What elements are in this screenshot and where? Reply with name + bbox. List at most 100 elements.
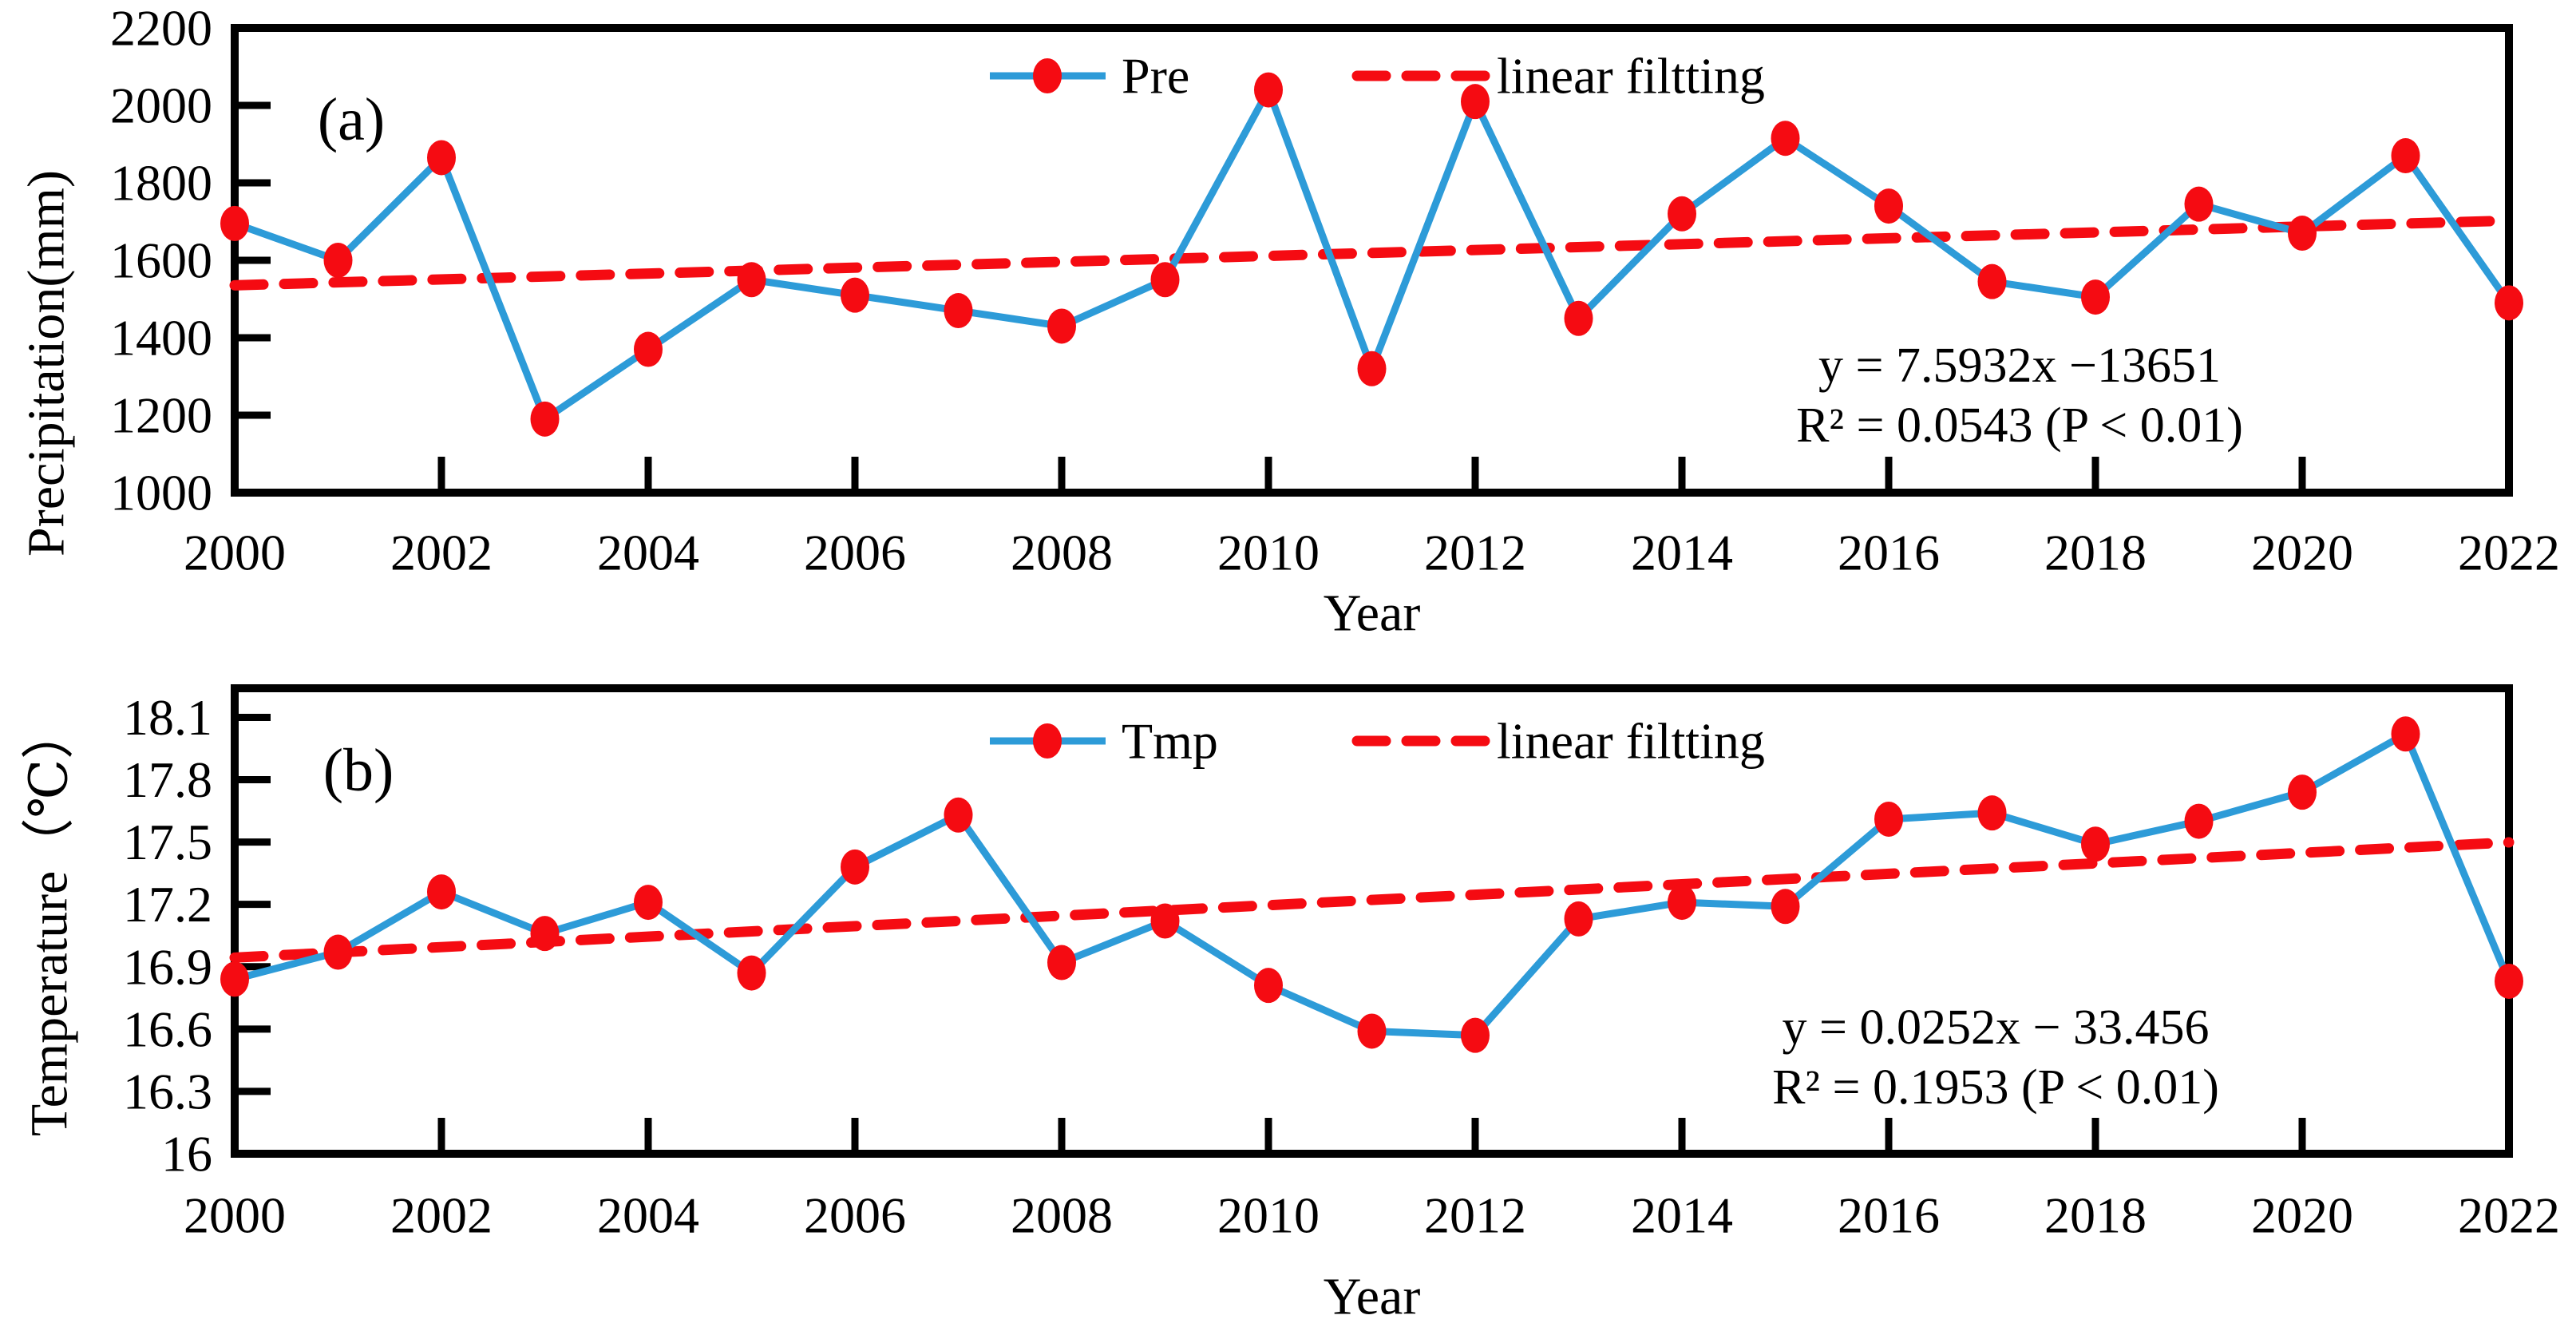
legend-series-marker <box>1033 723 1062 759</box>
data-point-marker <box>944 293 973 329</box>
legend: Pre linear filtting <box>990 48 1765 105</box>
x-tick-label: 2018 <box>2044 525 2147 581</box>
data-point-marker <box>1564 300 1593 336</box>
x-tick-label: 2010 <box>1217 525 1320 581</box>
data-point-marker <box>2081 826 2110 862</box>
x-tick-label: 2006 <box>804 525 906 581</box>
data-point-marker <box>427 874 456 910</box>
y-tick-label: 1800 <box>110 155 212 212</box>
data-point-marker <box>2184 803 2214 839</box>
data-point-marker <box>1254 968 1283 1004</box>
y-tick-label: 2200 <box>110 0 212 57</box>
y-tick-label: 2000 <box>110 77 212 134</box>
regression-equation: y = 7.5932x −13651 <box>1818 339 2221 393</box>
regression-r-squared: R² = 0.0543 (P < 0.01) <box>1796 398 2243 453</box>
x-tick-label: 2018 <box>2044 1187 2147 1244</box>
data-point-marker <box>1771 121 1800 156</box>
data-point-marker <box>1047 945 1076 980</box>
data-point-marker <box>1461 1017 1490 1053</box>
data-point-marker <box>1668 196 1696 232</box>
trend-line <box>229 837 2515 963</box>
data-point-marker <box>1874 188 1903 224</box>
x-tick-label: 2020 <box>2251 525 2353 581</box>
temperature-panel: 16 16.3 16.616.917.2 17.5 17.818.1 2000 2002 20… <box>21 684 2560 1326</box>
legend-series-label: Pre <box>1122 48 1189 105</box>
x-tick-label: 2002 <box>390 1187 493 1244</box>
data-point-marker <box>1564 901 1593 937</box>
data-point-marker <box>1150 903 1180 939</box>
data-point-marker <box>427 140 456 176</box>
data-point-marker <box>323 243 353 278</box>
data-point-marker <box>841 277 869 313</box>
data-point-marker <box>944 797 973 833</box>
data-point-marker <box>1874 801 1903 837</box>
data-point-marker <box>1357 1013 1387 1049</box>
precipitation-panel: 1000 1200 1400 1600 1800 2000 2200 2000 2002 2004… <box>18 0 2561 643</box>
legend-trend-label: linear filtting <box>1497 713 1765 770</box>
x-tick-label: 2002 <box>390 525 493 581</box>
regression-r-squared: R² = 0.1953 (P < 0.01) <box>1772 1060 2219 1115</box>
data-point-marker <box>737 262 766 298</box>
data-point-marker <box>2495 963 2523 999</box>
x-tick-label: 2012 <box>1424 1187 1526 1244</box>
legend: Tmp linear filtting <box>990 713 1765 770</box>
y-tick-label: 17.5 <box>123 814 212 870</box>
data-point-marker <box>737 955 766 991</box>
data-point-marker <box>1977 263 2007 299</box>
data-point-marker <box>2081 279 2110 315</box>
data-point-marker <box>1357 351 1387 386</box>
data-point-marker <box>530 916 560 952</box>
data-point-marker <box>2495 285 2523 321</box>
panel-label: (a) <box>318 86 385 153</box>
data-point-marker <box>1771 889 1800 925</box>
x-axis-title: Year <box>1324 1268 1421 1326</box>
y-tick-label: 16.9 <box>123 938 212 995</box>
data-point-marker <box>1254 72 1283 108</box>
x-tick-label: 2022 <box>2458 525 2560 581</box>
trend-line <box>229 215 2515 291</box>
x-tick-label: 2004 <box>597 525 699 581</box>
y-tick-label: 1400 <box>110 310 212 366</box>
data-point-marker <box>220 961 249 997</box>
x-tick-label: 2014 <box>1631 525 1733 581</box>
series-line <box>233 730 2513 1040</box>
x-tick-label: 2006 <box>804 1187 906 1244</box>
y-tick-label: 16 <box>161 1126 212 1182</box>
x-tick-label: 2016 <box>1838 1187 1940 1244</box>
data-point-marker <box>634 331 663 367</box>
x-tick-label: 2000 <box>184 1187 286 1244</box>
x-tick-label: 2014 <box>1631 1187 1733 1244</box>
data-point-marker <box>323 934 353 970</box>
y-tick-label: 16.3 <box>123 1063 212 1119</box>
x-tick-label: 2008 <box>1011 1187 1113 1244</box>
plot-frame <box>231 684 2513 1158</box>
x-tick-label: 2004 <box>597 1187 699 1244</box>
data-point-marker <box>2391 716 2420 752</box>
x-tick-label: 2020 <box>2251 1187 2353 1244</box>
x-tick-label: 2022 <box>2458 1187 2560 1244</box>
x-tick-label: 2012 <box>1424 525 1526 581</box>
panel-label: (b) <box>323 737 394 804</box>
y-tick-label: 16.6 <box>123 1000 212 1057</box>
x-axis-title: Year <box>1324 584 1421 643</box>
data-point-marker <box>634 885 663 921</box>
x-tick-label: 2008 <box>1011 525 1113 581</box>
y-tick-label: 17.2 <box>123 876 212 933</box>
data-point-marker <box>1977 795 2007 831</box>
data-point-marker <box>220 205 249 241</box>
data-point-marker <box>841 849 869 885</box>
y-axis-title: Temperature（℃） <box>21 707 79 1136</box>
data-point-marker <box>1668 885 1696 921</box>
data-point-marker <box>1047 308 1076 344</box>
x-tick-label: 2010 <box>1217 1187 1320 1244</box>
data-point-marker <box>2184 186 2214 222</box>
data-point-marker <box>530 401 560 437</box>
data-point-marker <box>2288 216 2317 252</box>
legend-trend-label: linear filtting <box>1497 48 1765 105</box>
data-point-marker <box>2288 774 2317 810</box>
y-tick-label: 1600 <box>110 232 212 289</box>
legend-series-label: Tmp <box>1122 713 1218 770</box>
y-axis-title: Precipitation(mm) <box>18 170 76 557</box>
